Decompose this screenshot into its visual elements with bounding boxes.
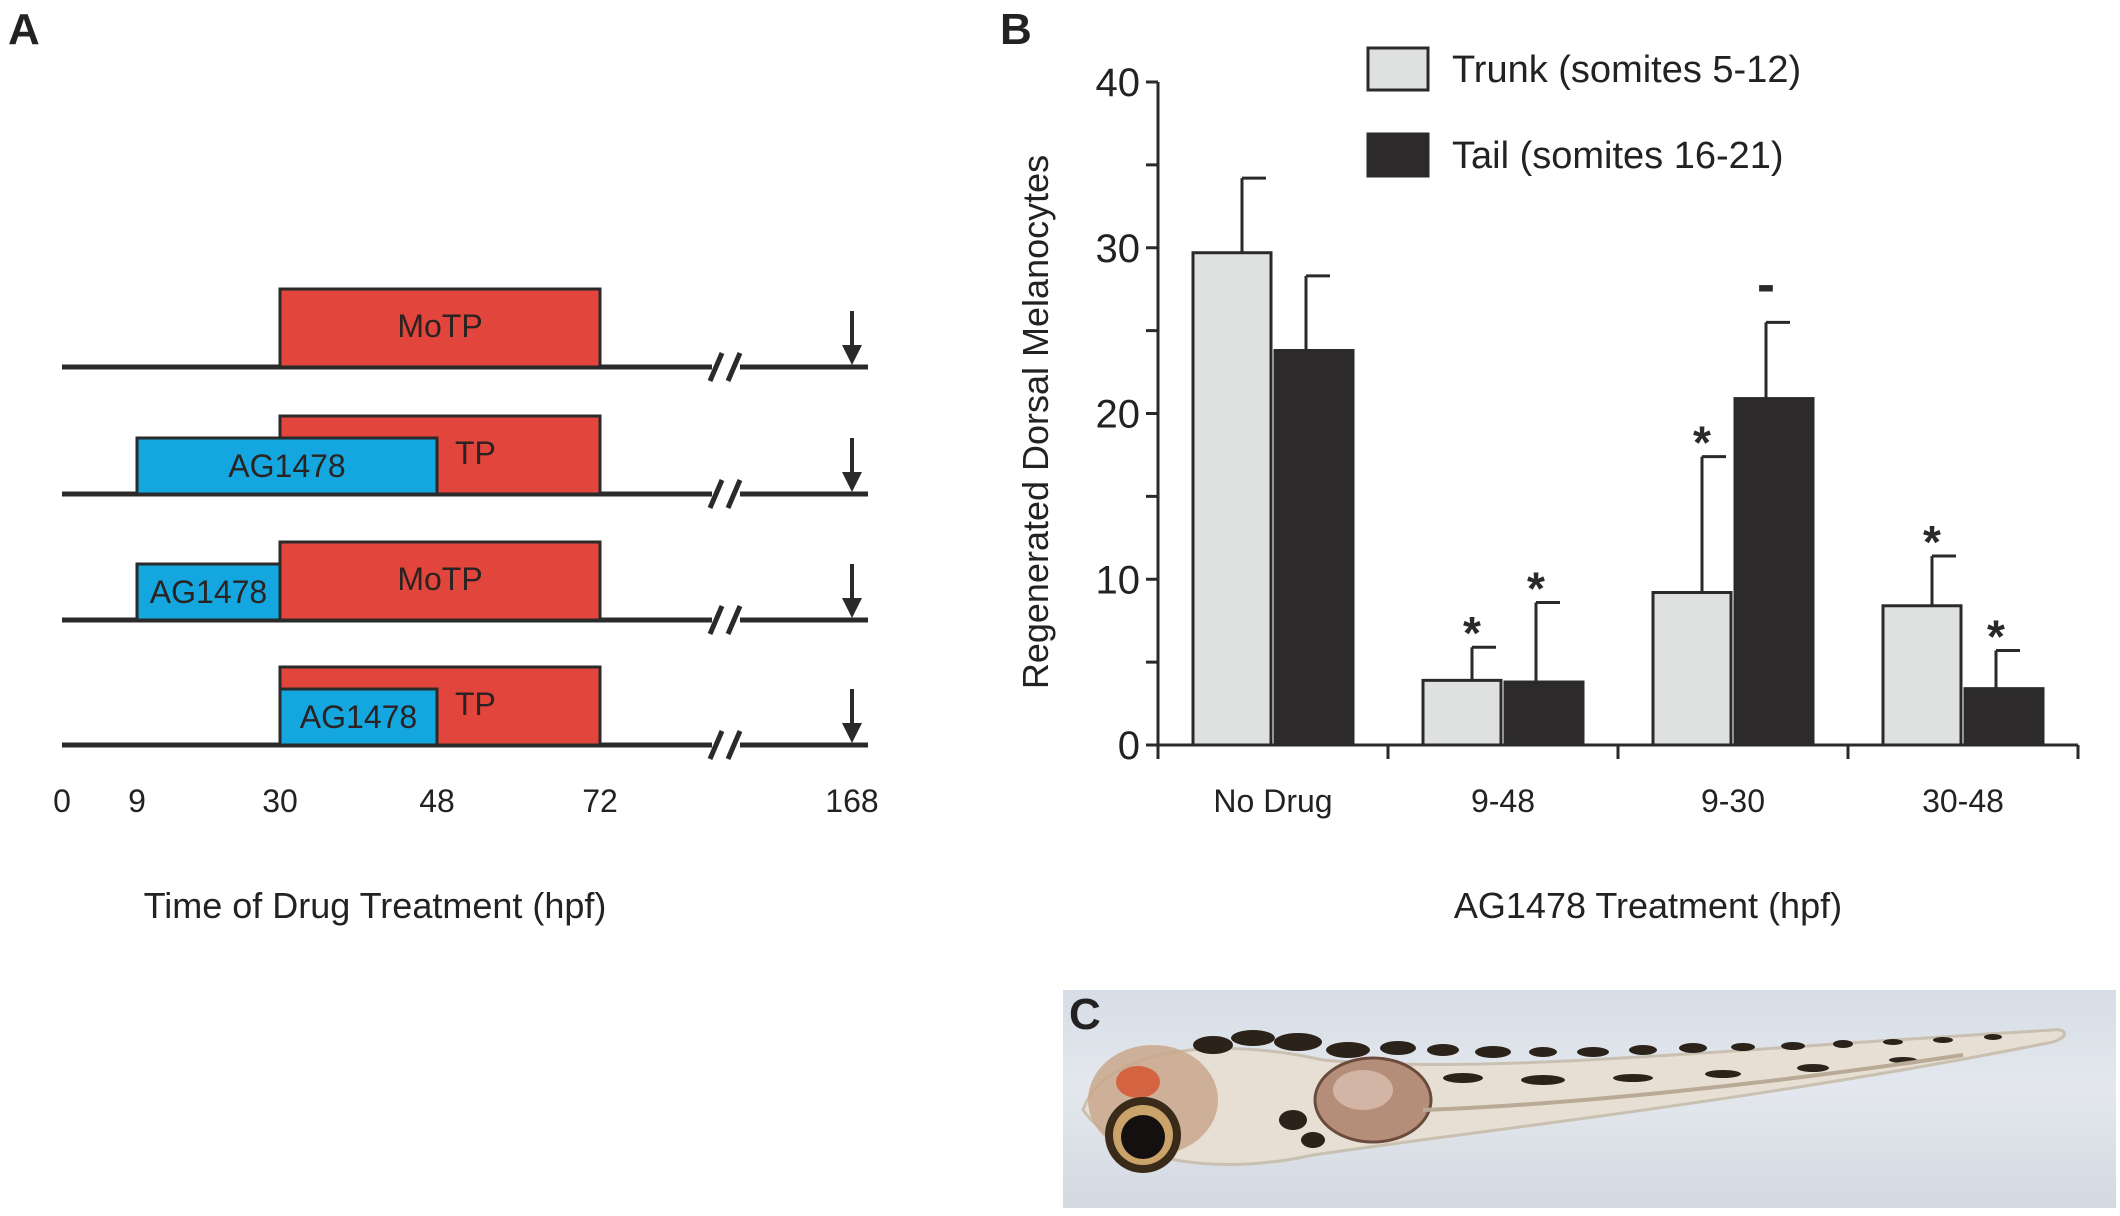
y-tick-label: 20 bbox=[1096, 393, 1141, 437]
significance-asterisk: * bbox=[1987, 611, 2005, 663]
bar-group: No Drug bbox=[1191, 176, 1355, 819]
endpoint-arrow-icon bbox=[842, 598, 862, 618]
motp-bar-label: MoTP bbox=[397, 308, 482, 344]
x-axis-label: AG1478 Treatment (hpf) bbox=[1454, 885, 1842, 926]
motp-bar bbox=[278, 540, 602, 622]
panel-b-bar-chart: B 0 10 20 30 40 No Drug * * 9-48 * - 9-30 * * 30-48 T… bbox=[1000, 5, 2080, 926]
tail-bar bbox=[1503, 680, 1585, 747]
zebrafish-larva-image: C bbox=[1063, 990, 2116, 1208]
timeline-tick-label: 0 bbox=[53, 783, 71, 819]
legend-label: Trunk (somites 5-12) bbox=[1452, 49, 1801, 91]
endpoint-arrow-icon bbox=[842, 472, 862, 492]
timeline-row: MoTP AG1478 bbox=[62, 540, 868, 635]
timeline-row: TP AG1478 bbox=[62, 414, 868, 509]
timeline-tick-label: 9 bbox=[128, 783, 146, 819]
zebrafish-larva-icon bbox=[1081, 1028, 2066, 1173]
y-tick-label: 10 bbox=[1096, 558, 1141, 602]
timeline-tick-label: 168 bbox=[825, 783, 878, 819]
trunk-bar bbox=[1421, 678, 1503, 747]
axis-break-mark bbox=[725, 605, 743, 635]
ag1478-bar bbox=[135, 562, 282, 622]
x-tick-label: No Drug bbox=[1213, 783, 1332, 819]
motp-bar-label: MoTP bbox=[397, 561, 482, 597]
tail-bar bbox=[1733, 397, 1815, 747]
significance-dash: - bbox=[1757, 254, 1775, 314]
significance-asterisk: * bbox=[1693, 417, 1711, 469]
bar-group: * * 30-48 bbox=[1881, 516, 2045, 819]
axis-break-mark bbox=[707, 605, 725, 635]
bar-group: * - 9-30 bbox=[1651, 254, 1815, 819]
bar-group: * * 9-48 bbox=[1421, 562, 1585, 819]
timeline-row: MoTP bbox=[62, 287, 868, 382]
tail-bar bbox=[1963, 687, 2045, 747]
significance-asterisk: * bbox=[1527, 562, 1545, 614]
legend-label: Tail (somites 16-21) bbox=[1452, 135, 1784, 177]
ag1478-bar-label: AG1478 bbox=[150, 574, 267, 610]
axis-break-mark bbox=[725, 352, 743, 382]
ag1478-bar bbox=[135, 436, 439, 496]
legend-swatch bbox=[1366, 46, 1430, 92]
axis-break-mark bbox=[707, 352, 725, 382]
motp-bar bbox=[278, 287, 602, 369]
panel-a-xlabel: Time of Drug Treatment (hpf) bbox=[144, 885, 607, 926]
x-tick-label: 30-48 bbox=[1922, 783, 2004, 819]
axis-break-mark bbox=[707, 479, 725, 509]
timeline-tick-label: 48 bbox=[419, 783, 455, 819]
axis-break-mark bbox=[725, 479, 743, 509]
motp-bar-label: TP bbox=[455, 686, 496, 722]
significance-asterisk: * bbox=[1923, 516, 1941, 568]
motp-bar-label: TP bbox=[455, 435, 496, 471]
bar-chart-legend: Trunk (somites 5-12) Tail (somites 16-21) bbox=[1366, 46, 1801, 178]
panel-c-label: C bbox=[1069, 990, 1101, 1039]
trunk-bar bbox=[1651, 591, 1733, 747]
timeline-tick-label: 30 bbox=[262, 783, 298, 819]
endpoint-arrow-icon bbox=[842, 345, 862, 365]
x-tick-label: 9-30 bbox=[1701, 783, 1765, 819]
timeline-tick-labels: 0 9 30 48 72 168 bbox=[53, 783, 879, 819]
panel-a-label: A bbox=[8, 5, 40, 54]
y-tick-label: 30 bbox=[1096, 227, 1141, 271]
timeline-rows: MoTP TP AG1478 MoTP AG1478 TP AG1478 bbox=[62, 287, 868, 760]
legend-swatch bbox=[1366, 132, 1430, 178]
axis-break-mark bbox=[707, 730, 725, 760]
ag1478-bar bbox=[278, 687, 439, 747]
bar-chart-bars: No Drug * * 9-48 * - 9-30 * * 30-48 bbox=[1191, 176, 2045, 819]
ag1478-bar-label: AG1478 bbox=[228, 448, 345, 484]
trunk-bar bbox=[1881, 604, 1963, 747]
y-tick-label: 0 bbox=[1118, 724, 1140, 768]
y-tick-label: 40 bbox=[1096, 61, 1141, 105]
timeline-tick-label: 72 bbox=[582, 783, 618, 819]
x-tick-label: 9-48 bbox=[1471, 783, 1535, 819]
y-axis-label: Regenerated Dorsal Melanocytes bbox=[1015, 155, 1056, 689]
endpoint-arrow-icon bbox=[842, 723, 862, 743]
panel-a-timeline: A MoTP TP AG1478 MoTP AG1478 TP AG1478 0 9 30 48 7… bbox=[8, 5, 879, 926]
ag1478-bar-label: AG1478 bbox=[300, 699, 417, 735]
significance-asterisk: * bbox=[1463, 607, 1481, 659]
timeline-row: TP AG1478 bbox=[62, 665, 868, 760]
axis-break-mark bbox=[725, 730, 743, 760]
tail-bar bbox=[1273, 349, 1355, 747]
trunk-bar bbox=[1191, 251, 1273, 747]
panel-b-label: B bbox=[1000, 5, 1032, 54]
